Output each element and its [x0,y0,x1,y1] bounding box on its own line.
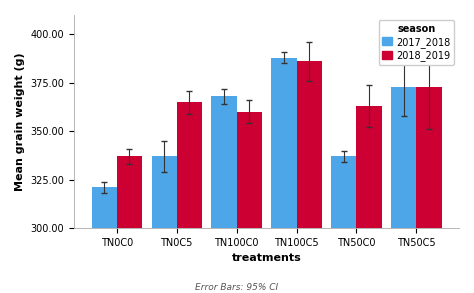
Bar [272,58,297,293]
Bar [91,188,117,293]
Y-axis label: Mean grain weight (g): Mean grain weight (g) [15,52,25,191]
Bar [177,102,202,293]
Bar [297,62,322,293]
Bar [237,112,262,293]
Bar [331,156,356,293]
Legend: 2017_2018, 2018_2019: 2017_2018, 2018_2019 [379,20,454,65]
Bar [391,87,416,293]
X-axis label: treatments: treatments [232,253,301,263]
Text: Error Bars: 95% CI: Error Bars: 95% CI [195,283,279,292]
Bar [117,156,142,293]
Bar [416,87,441,293]
Bar [211,96,237,293]
Bar [356,106,382,293]
Bar [152,156,177,293]
